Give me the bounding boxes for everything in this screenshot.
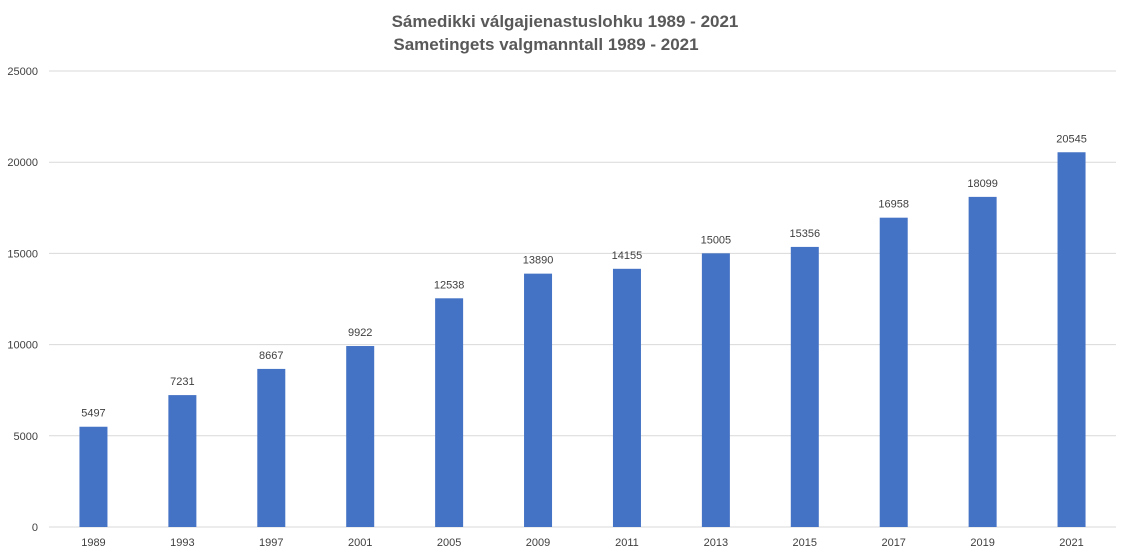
bar (701, 253, 730, 527)
y-axis-ticks: 0 5000 10000 15000 20000 25000 (7, 66, 38, 534)
y-tick-label: 25000 (7, 66, 38, 78)
data-label: 14155 (612, 250, 643, 262)
data-label: 16958 (878, 199, 909, 211)
data-label: 20545 (1056, 133, 1087, 145)
y-tick-label: 5000 (14, 431, 38, 443)
data-label: 15356 (789, 228, 820, 240)
bar (168, 395, 197, 527)
gridlines (49, 70, 1116, 528)
bar (435, 298, 464, 527)
bar (968, 196, 997, 527)
x-tick-label: 2009 (526, 537, 550, 549)
data-label: 5497 (81, 408, 105, 420)
data-label: 15005 (701, 234, 732, 246)
bar (346, 346, 375, 527)
bar (790, 246, 819, 527)
x-tick-label: 1993 (170, 537, 194, 549)
y-tick-label: 10000 (7, 340, 38, 352)
data-labels: 5497 7231 8667 9922 12538 13890 14155 15005 1535… (81, 133, 1087, 419)
bar (524, 273, 553, 527)
x-tick-label: 2013 (704, 537, 728, 549)
x-tick-label: 2011 (615, 537, 639, 549)
data-label: 7231 (170, 376, 194, 388)
bar (879, 217, 908, 527)
bar (257, 368, 286, 527)
x-tick-label: 2001 (348, 537, 372, 549)
bars (79, 152, 1086, 527)
data-label: 13890 (523, 255, 554, 267)
chart-title: Sámedikki válgajienastuslohku 1989 - 202… (392, 12, 739, 31)
bar (612, 268, 641, 527)
x-tick-label: 2019 (970, 537, 994, 549)
x-tick-label: 1989 (81, 537, 105, 549)
data-label: 12538 (434, 279, 465, 291)
data-label: 9922 (348, 327, 372, 339)
x-axis-ticks: 1989 1993 1997 2001 2005 2009 2011 2013 2015 2017… (81, 537, 1084, 549)
x-tick-label: 2005 (437, 537, 461, 549)
bar (79, 426, 108, 527)
y-tick-label: 0 (32, 522, 38, 534)
x-tick-label: 2017 (881, 537, 905, 549)
y-tick-label: 20000 (7, 157, 38, 169)
data-label: 18099 (967, 178, 998, 190)
y-tick-label: 15000 (7, 248, 38, 260)
x-tick-label: 2015 (793, 537, 817, 549)
bar (1057, 152, 1086, 527)
data-label: 8667 (259, 350, 283, 362)
x-tick-label: 1997 (259, 537, 283, 549)
chart-subtitle: Sametingets valgmanntall 1989 - 2021 (393, 35, 698, 54)
x-tick-label: 2021 (1059, 537, 1083, 549)
